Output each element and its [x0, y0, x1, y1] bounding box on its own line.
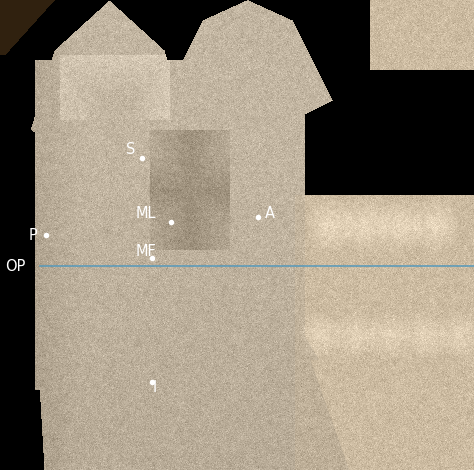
Text: I: I — [152, 380, 156, 395]
Text: P: P — [28, 227, 37, 243]
Text: OP: OP — [5, 259, 25, 274]
Text: ML: ML — [136, 206, 156, 221]
Text: S: S — [126, 142, 135, 157]
Text: MF: MF — [136, 244, 156, 259]
Text: A: A — [264, 206, 274, 221]
